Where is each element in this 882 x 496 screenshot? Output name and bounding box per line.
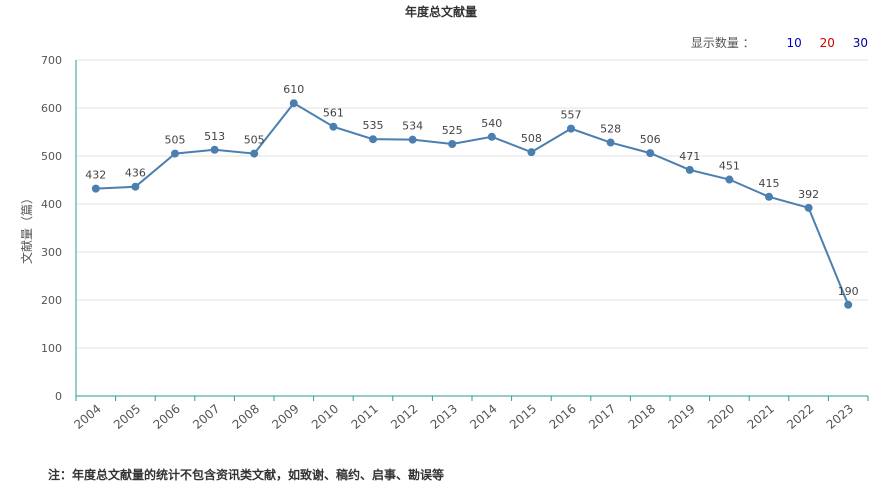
chart-title: 年度总文献量 <box>404 5 477 19</box>
footnote: 注：年度总文献量的统计不包含资讯类文献，如致谢、稿约、启事、勘误等 <box>48 468 445 482</box>
x-tick-label: 2021 <box>745 402 777 432</box>
data-point <box>91 184 100 193</box>
x-tick-label: 2015 <box>507 402 539 432</box>
data-label: 506 <box>640 133 661 146</box>
data-point <box>725 175 734 184</box>
data-label: 505 <box>165 134 186 147</box>
data-label: 436 <box>125 167 146 180</box>
data-point <box>527 148 536 157</box>
data-label: 451 <box>719 160 740 173</box>
data-point <box>408 135 417 144</box>
data-label: 528 <box>600 123 621 136</box>
data-label: 561 <box>323 107 344 120</box>
display-count-label: 显示数量 ： <box>690 36 755 50</box>
data-label: 505 <box>244 134 265 147</box>
data-point <box>487 132 496 141</box>
y-axis-label: 文献量（篇） <box>19 192 34 264</box>
data-point <box>765 192 773 201</box>
data-point <box>329 122 338 131</box>
data-label: 471 <box>679 150 700 163</box>
data-label: 610 <box>283 83 304 96</box>
x-tick-label: 2022 <box>784 402 816 432</box>
y-tick-label: 400 <box>41 198 62 211</box>
data-label: 432 <box>85 169 106 182</box>
y-tick-label: 600 <box>41 102 62 115</box>
x-tick-label: 2009 <box>269 402 301 432</box>
data-label: 535 <box>363 119 384 132</box>
data-point <box>289 99 298 108</box>
data-point <box>448 140 457 148</box>
y-tick-label: 0 <box>55 390 62 403</box>
data-point <box>210 145 219 154</box>
x-tick-label: 2013 <box>428 402 460 432</box>
x-tick-label: 2008 <box>230 402 262 432</box>
display-count-10-link[interactable]: 10 <box>786 36 802 50</box>
y-tick-label: 300 <box>41 246 62 259</box>
data-point <box>804 203 813 212</box>
x-tick-label: 2011 <box>349 402 381 432</box>
x-tick-label: 2007 <box>190 402 222 432</box>
data-label: 540 <box>481 117 502 130</box>
data-label: 508 <box>521 132 542 145</box>
data-point <box>171 149 179 158</box>
data-point <box>606 138 615 147</box>
x-tick-label: 2017 <box>586 402 618 432</box>
data-point <box>567 124 575 133</box>
y-tick-label: 100 <box>41 342 62 355</box>
x-tick-label: 2020 <box>705 402 737 432</box>
y-tick-label: 200 <box>41 294 62 307</box>
display-count-20-link[interactable]: 20 <box>819 36 835 50</box>
x-tick-label: 2004 <box>71 402 103 432</box>
data-label: 534 <box>402 120 423 133</box>
data-point <box>646 149 655 158</box>
x-tick-label: 2016 <box>547 402 579 432</box>
data-point <box>250 149 259 158</box>
display-count-30-link[interactable]: 30 <box>852 36 868 50</box>
x-tick-label: 2014 <box>467 402 499 432</box>
y-tick-label: 500 <box>41 150 62 163</box>
data-label: 513 <box>204 130 225 143</box>
data-point <box>369 135 377 144</box>
x-tick-label: 2012 <box>388 402 420 432</box>
x-tick-label: 2018 <box>626 402 658 432</box>
data-point <box>685 165 694 174</box>
data-label: 557 <box>561 109 582 122</box>
data-point <box>131 182 140 191</box>
x-tick-label: 2006 <box>151 402 183 432</box>
y-tick-label: 700 <box>41 54 62 67</box>
x-tick-label: 2005 <box>111 402 143 432</box>
display-count-selector: 显示数量 ： 10 20 30 <box>691 34 868 51</box>
data-label: 525 <box>442 124 463 137</box>
data-label: 190 <box>838 285 859 298</box>
data-label: 392 <box>798 188 819 201</box>
x-tick-label: 2023 <box>824 402 856 432</box>
x-tick-label: 2010 <box>309 402 341 432</box>
series-line <box>95 101 850 306</box>
data-point <box>844 300 853 309</box>
x-tick-label: 2019 <box>665 402 697 432</box>
data-label: 415 <box>759 177 780 190</box>
